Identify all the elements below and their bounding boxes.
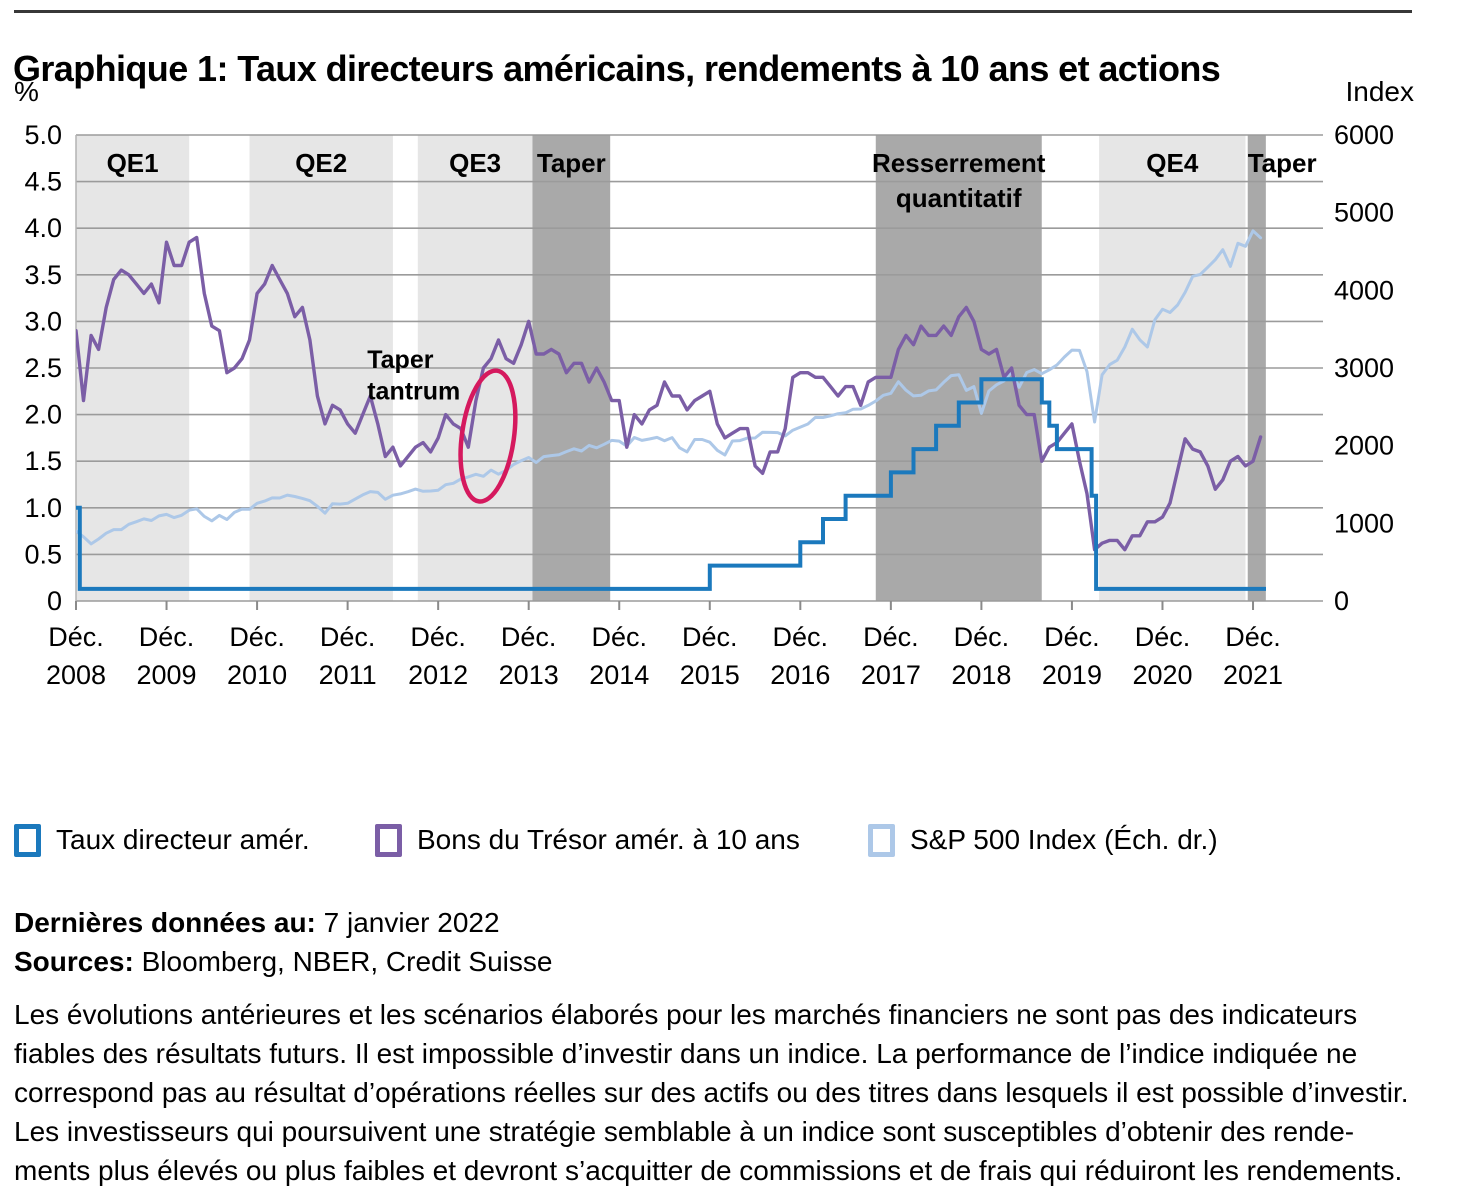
disclaimer-line: Les évolutions antérieures et les scénar… [14, 999, 1358, 1030]
disclaimer: Les évolutions antérieures et les scénar… [14, 995, 1454, 1190]
footer: Dernières données au: 7 janvier 2022 Sou… [14, 903, 1454, 1190]
right-axis-tick-label: 2000 [1334, 431, 1394, 461]
x-tick-label-month: Déc. [863, 622, 919, 652]
right-axis-tick-label: 4000 [1334, 275, 1394, 305]
left-axis-tick-label: 4.0 [24, 213, 62, 243]
left-axis-labels: 5.0 4.5 4.0 3.5 3.0 2.5 2.0 1.5 1.0 0.5 0 [24, 120, 62, 616]
top-rule [14, 10, 1412, 13]
legend-label-treasury-10y: Bons du Trésor amér. à 10 ans [417, 824, 800, 855]
qe-band-label: QE3 [449, 148, 501, 178]
qe-band-label: QE1 [107, 148, 159, 178]
right-axis-tick-label: 0 [1334, 586, 1349, 616]
legend-item-treasury-10y: Bons du Trésor amér. à 10 ans [375, 820, 800, 860]
sources-line: Sources: Bloomberg, NBER, Credit Suisse [14, 946, 553, 977]
x-tick-label-year: 2013 [499, 660, 559, 690]
qe-band-label: QE2 [295, 148, 347, 178]
left-axis-tick-label: 0 [47, 586, 62, 616]
series-policy-line [76, 377, 1266, 591]
taper-tantrum-label: Taper [367, 346, 433, 374]
left-axis-tick-label: 3.5 [24, 260, 62, 290]
x-tick-label-year: 2010 [227, 660, 287, 690]
x-tick-label-month: Déc. [954, 622, 1010, 652]
taper-tantrum-annotation: Taper tantrum [367, 346, 518, 504]
taper-tantrum-ellipse [458, 368, 518, 504]
x-tick-label-month: Déc. [591, 622, 647, 652]
x-tick-label-year: 2015 [680, 660, 740, 690]
right-axis-tick-label: 5000 [1334, 198, 1394, 228]
qe-band-label: Resserrement [872, 148, 1046, 178]
disclaimer-line: correspond pas au résultat d’opérations … [14, 1077, 1409, 1108]
disclaimer-line: Les investisseurs qui poursuivent une st… [14, 1116, 1355, 1147]
series-lines [76, 229, 1266, 591]
x-tick-label-month: Déc. [1225, 622, 1281, 652]
series-treasury-line [76, 235, 1263, 552]
legend-swatch-treasury-10y [375, 823, 402, 857]
x-tick-label-month: Déc. [139, 622, 195, 652]
left-axis-tick-label: 4.5 [24, 167, 62, 197]
legend-label-policy-rate: Taux directeur amér. [56, 824, 310, 855]
x-tick-label-month: Déc. [1044, 622, 1100, 652]
x-tick-label-month: Déc. [320, 622, 376, 652]
x-tick-label-month: Déc. [501, 622, 557, 652]
left-axis-tick-label: 2.5 [24, 353, 62, 383]
right-axis-tick-label: 1000 [1334, 508, 1394, 538]
x-axis-labels: Déc. 2008 Déc. 2009 Déc. 2010 Déc. 2011 Déc. 2012… [46, 622, 1283, 690]
disclaimer-line: fiables des résultats futurs. Il est imp… [14, 1038, 1358, 1069]
x-tick-label-year: 2017 [861, 660, 921, 690]
left-axis-tick-label: 2.0 [24, 400, 62, 430]
disclaimer-line: ments plus élevés ou plus faibles et dev… [14, 1155, 1403, 1186]
x-tick-label-month: Déc. [229, 622, 285, 652]
qe-band-label: Taper [537, 148, 606, 178]
x-tick-label-year: 2016 [770, 660, 830, 690]
x-tick-label-month: Déc. [682, 622, 738, 652]
left-axis-tick-label: 5.0 [24, 120, 62, 150]
x-tick-label-year: 2014 [589, 660, 649, 690]
x-tick-label-year: 2021 [1223, 660, 1283, 690]
chart-canvas: QE1 QE2 QE3 Taper Resserrement quantitatif QE4… [24, 120, 1394, 690]
qe-band-label: quantitatif [896, 183, 1022, 213]
legend-item-policy-rate: Taux directeur amér. [14, 820, 310, 860]
legend-swatch-policy-rate [14, 823, 41, 857]
legend-item-sp500: S&P 500 Index (Éch. dr.) [868, 820, 1218, 860]
x-tick-label-year: 2019 [1042, 660, 1102, 690]
taper-tantrum-label: tantrum [367, 378, 460, 406]
x-tick-label-month: Déc. [410, 622, 466, 652]
x-tick-label-month: Déc. [48, 622, 104, 652]
left-axis-unit-label: % [14, 76, 39, 107]
right-axis-tick-label: 3000 [1334, 353, 1394, 383]
x-tick-label-month: Déc. [773, 622, 829, 652]
right-axis-unit-label: Index [1345, 76, 1415, 107]
x-tick-label-year: 2020 [1132, 660, 1192, 690]
x-axis-ticks [75, 601, 1255, 610]
x-tick-label-year: 2012 [408, 660, 468, 690]
last-data-line: Dernières données au: 7 janvier 2022 [14, 907, 500, 938]
gridlines [75, 134, 1323, 602]
right-axis-tick-label: 6000 [1334, 120, 1394, 150]
page-title: Graphique 1: Taux directeurs américains,… [13, 48, 1221, 90]
left-axis-tick-label: 1.5 [24, 446, 62, 476]
left-axis-tick-label: 1.0 [24, 493, 62, 523]
qe-band-labels: QE1 QE2 QE3 Taper Resserrement quantitatif QE4… [107, 148, 1317, 213]
qe-band-label: QE4 [1146, 148, 1199, 178]
x-tick-label-year: 2008 [46, 660, 106, 690]
x-tick-label-year: 2011 [319, 660, 377, 690]
left-axis-tick-label: 3.0 [24, 306, 62, 336]
qe-band-label: Taper [1248, 148, 1317, 178]
legend-label-sp500: S&P 500 Index (Éch. dr.) [910, 824, 1218, 855]
x-tick-label-year: 2018 [951, 660, 1011, 690]
x-tick-label-year: 2009 [137, 660, 197, 690]
x-tick-label-month: Déc. [1135, 622, 1191, 652]
legend-swatch-sp500 [868, 823, 895, 857]
left-axis-tick-label: 0.5 [24, 539, 62, 569]
series-sp500-line [76, 229, 1263, 546]
right-axis-labels: 6000 5000 4000 3000 2000 1000 0 [1334, 120, 1394, 616]
